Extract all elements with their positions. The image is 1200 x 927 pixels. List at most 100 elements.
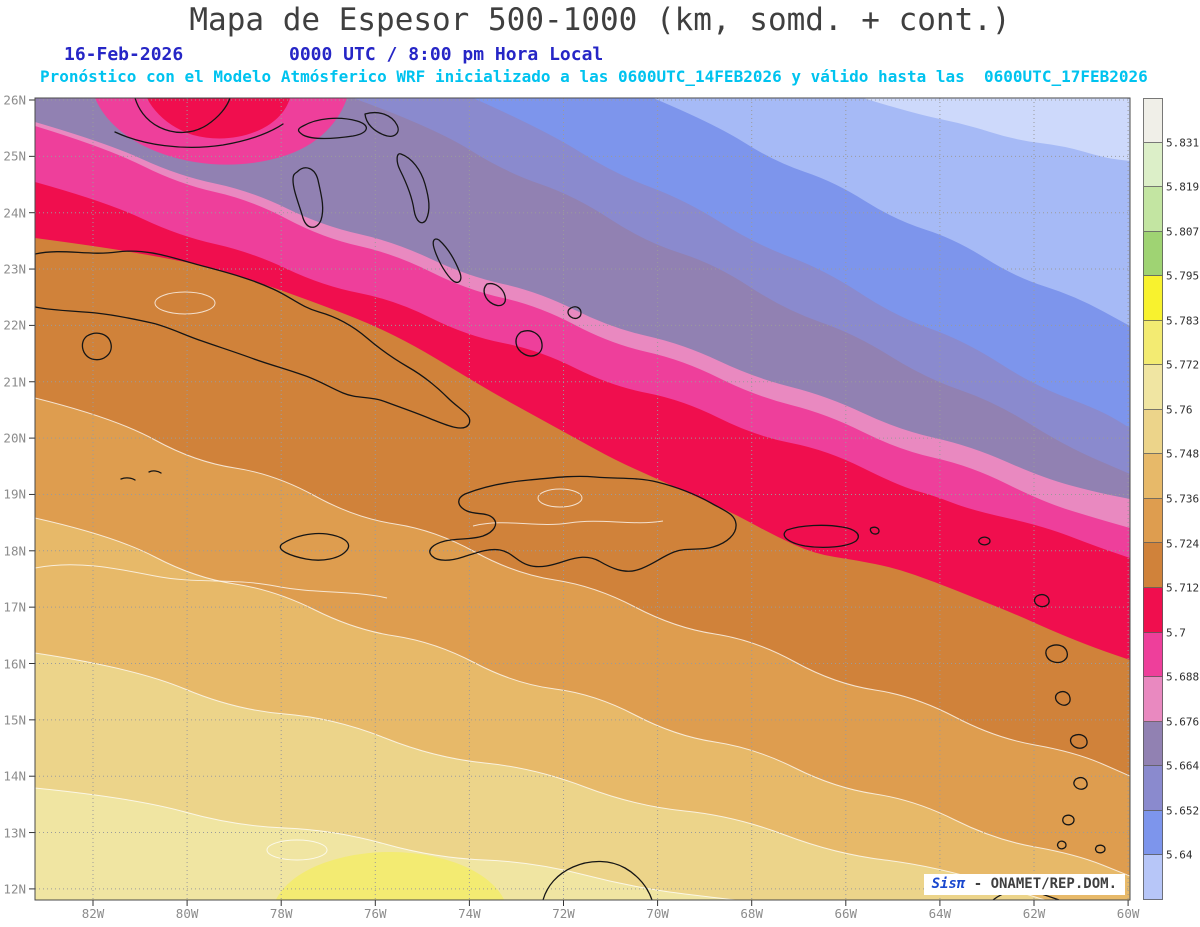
- colorbar-segment: [1143, 454, 1163, 499]
- coastline: [1033, 593, 1050, 608]
- colorbar-labels: 5.831 5.819 5.807 5.795 5.783 5.772 5.76 5.748 5…: [1166, 98, 1200, 900]
- colorbar-segment: [1143, 810, 1163, 856]
- lat-label: 24N: [3, 205, 26, 221]
- lat-label: 13N: [3, 825, 26, 841]
- colorbar-segment: [1143, 632, 1163, 678]
- colorbar-segment: [1143, 721, 1163, 767]
- lon-label: 62W: [1022, 906, 1046, 921]
- coastline: [396, 153, 430, 224]
- white-contours: [35, 291, 1130, 900]
- coastline: [297, 117, 367, 140]
- coastline: [515, 330, 543, 357]
- colorbar-segment: [1143, 365, 1163, 410]
- colorbar-segment: [1143, 320, 1163, 366]
- plot-frame: [34, 97, 1131, 901]
- colorbar-label: 5.795: [1166, 269, 1200, 283]
- sispi-logo: Sisπ: [931, 876, 966, 892]
- colorbar-segment: [1143, 766, 1163, 811]
- colorbar-label: 5.64: [1166, 848, 1193, 862]
- lat-label: 16N: [3, 656, 26, 671]
- lon-label: 78W: [269, 906, 293, 921]
- coastline: [1045, 644, 1068, 664]
- coastline: [35, 250, 471, 429]
- colorbar-label: 5.76: [1166, 403, 1193, 417]
- lat-label: 23N: [3, 261, 26, 277]
- coastline: [364, 111, 399, 137]
- lat-label: 18N: [3, 543, 26, 559]
- coastline: [1073, 776, 1088, 790]
- colorbar-label: 5.7: [1166, 626, 1186, 640]
- colorbar-segment: [1143, 98, 1163, 143]
- coastline: [1069, 734, 1088, 749]
- colorbar-segment: [1143, 588, 1163, 633]
- watermark-org: - ONAMET/REP.DOM.: [965, 876, 1117, 892]
- colorbar-segment: [1143, 543, 1163, 589]
- lon-label: 80W: [175, 906, 199, 921]
- coastline: [1056, 814, 1106, 854]
- map-plot-area: Sisπ - ONAMET/REP.DOM. 26N 25N 24N 23N 22N 21…: [3, 93, 1139, 922]
- lon-label: 64W: [928, 906, 952, 921]
- colorbar-segment: [1143, 409, 1163, 455]
- coastline: [292, 167, 324, 228]
- lon-label: 70W: [646, 906, 669, 921]
- contour-map-canvas: [29, 97, 1131, 906]
- lon-label: 82W: [81, 906, 105, 921]
- lon-label: 66W: [834, 906, 858, 921]
- yellow-local-max: [275, 852, 505, 900]
- contour-field: [35, 98, 1130, 927]
- colorbar-segment: [1143, 677, 1163, 722]
- colorbar-segment: [1143, 276, 1163, 321]
- colorbar-label: 5.748: [1166, 447, 1200, 461]
- bright-yellow-core: [341, 904, 453, 927]
- colorbar-label: 5.783: [1166, 314, 1200, 328]
- florida-crimson-pocket: [147, 98, 290, 139]
- forecast-valid-time: 0000 UTC / 8:00 pm Hora Local: [289, 44, 604, 65]
- colorbar-label: 5.664: [1166, 759, 1200, 773]
- axis-ticks: [29, 99, 1129, 906]
- lat-label: 20N: [3, 430, 26, 446]
- colorbar-label: 5.688: [1166, 670, 1200, 684]
- coastline: [120, 470, 162, 481]
- colorbar-label: 5.772: [1166, 358, 1200, 372]
- lon-label: 72W: [552, 906, 575, 921]
- lat-label: 15N: [3, 712, 26, 728]
- colorbar: [1143, 98, 1163, 900]
- lat-label: 22N: [3, 317, 26, 333]
- lon-label: 68W: [740, 906, 763, 921]
- lat-label: 17N: [3, 599, 26, 615]
- colorbar-label: 5.652: [1166, 804, 1200, 818]
- lat-label: 12N: [3, 881, 26, 897]
- page-title: Mapa de Espesor 500-1000 (km, somd. + co…: [189, 2, 1011, 38]
- colorbar-label: 5.831: [1166, 136, 1200, 150]
- lon-label: 60W: [1116, 906, 1140, 921]
- lat-label: 26N: [3, 92, 26, 108]
- colorbar-label: 5.736: [1166, 492, 1200, 506]
- colorbar-label: 5.807: [1166, 225, 1200, 239]
- forecast-note: Pronóstico con el Modelo Atmósferico WRF…: [40, 67, 1148, 86]
- coastline: [483, 282, 507, 307]
- colorbar-segment: [1143, 187, 1163, 232]
- colorbar-label: 5.819: [1166, 180, 1200, 194]
- lat-label: 19N: [3, 486, 26, 502]
- coastline: [783, 524, 859, 548]
- colorbar-label: 5.712: [1166, 581, 1200, 595]
- coastline: [567, 306, 582, 320]
- colorbar-segment: [1143, 142, 1163, 188]
- coastline: [869, 526, 991, 546]
- lon-label: 76W: [364, 906, 387, 921]
- colorbar-label: 5.724: [1166, 537, 1200, 551]
- coastline: [81, 332, 112, 361]
- lat-label: 25N: [3, 148, 26, 164]
- coastline: [429, 475, 737, 572]
- watermark: Sisπ - ONAMET/REP.DOM.: [923, 874, 1125, 895]
- coastline: [114, 123, 284, 148]
- lat-label: 14N: [3, 768, 26, 784]
- coastline: [432, 238, 462, 283]
- lon-label: 74W: [458, 906, 481, 921]
- colorbar-segment: [1143, 231, 1163, 277]
- forecast-date: 16-Feb-2026: [64, 44, 184, 65]
- colorbar-segment: [1143, 855, 1163, 900]
- lat-label: 21N: [3, 374, 26, 390]
- colorbar-segment: [1143, 498, 1163, 544]
